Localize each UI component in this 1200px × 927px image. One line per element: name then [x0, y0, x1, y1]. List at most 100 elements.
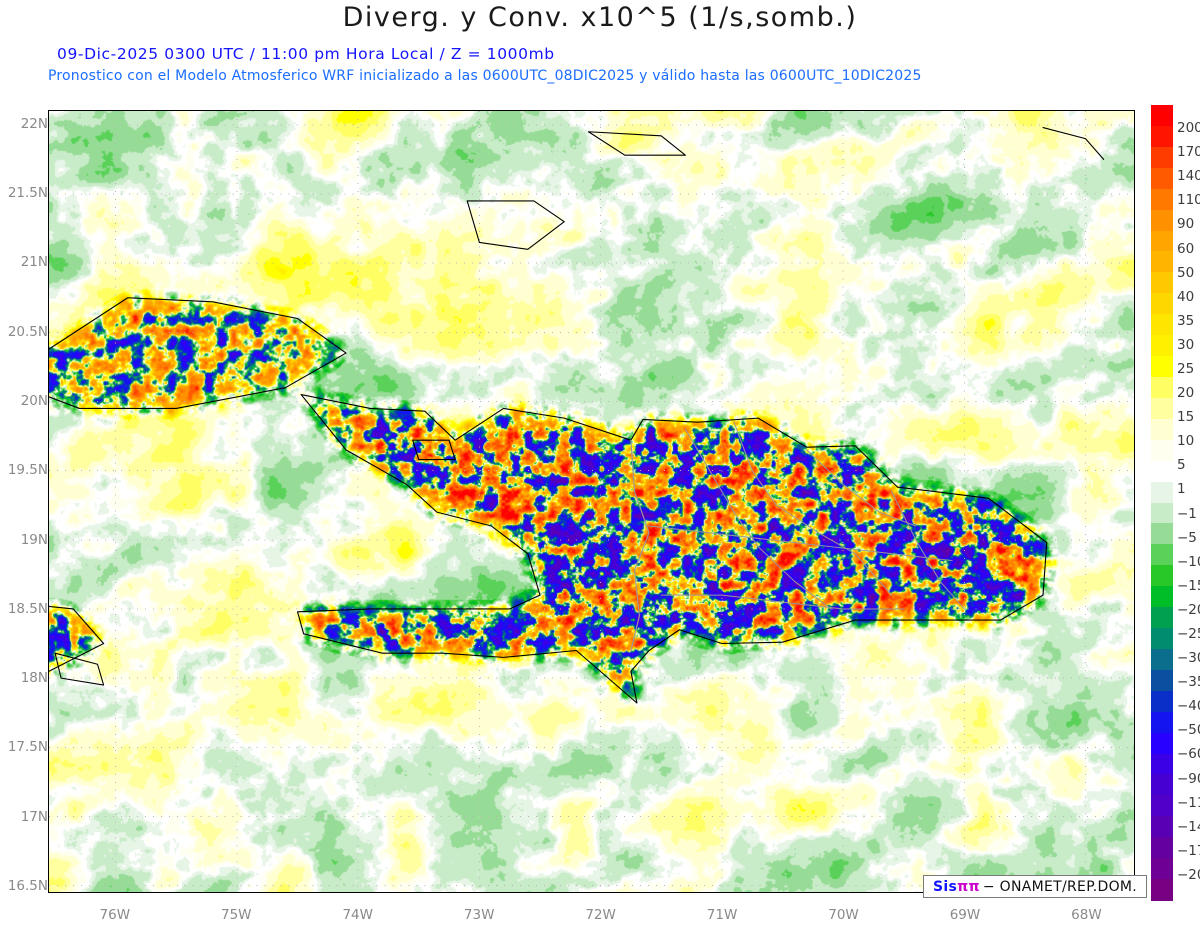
map-plot-area	[48, 110, 1135, 893]
colorbar-tick-label: 90	[1177, 216, 1195, 233]
colorbar-swatch	[1151, 648, 1173, 671]
colorbar-swatch	[1151, 376, 1173, 399]
colorbar-swatch	[1151, 816, 1173, 838]
colorbar-tick-label: 25	[1177, 361, 1195, 377]
colorbar-swatch	[1151, 230, 1173, 253]
colorbar-tick-label: 60	[1177, 240, 1195, 257]
colorbar-tick-label: 140	[1177, 168, 1200, 185]
brand-symbol-text: ππ	[957, 878, 980, 895]
colorbar-tick-label: −5	[1177, 529, 1197, 546]
attribution-badge: Sis ππ − ONAMET/REP.DOM.	[923, 875, 1148, 898]
y-axis-tick-label: 18N	[20, 670, 48, 687]
colorbar-swatch	[1151, 502, 1173, 525]
colorbar-tick-label: −170	[1177, 842, 1200, 859]
colorbar-tick-label: 50	[1177, 264, 1195, 281]
colorbar-swatch	[1151, 837, 1173, 859]
y-axis-tick-label: 21N	[20, 254, 48, 271]
model-info-line: Pronostico con el Modelo Atmosferico WRF…	[48, 68, 922, 84]
colorbar-swatch	[1151, 105, 1173, 127]
colorbar-swatch	[1151, 544, 1173, 566]
colorbar-swatch	[1151, 125, 1173, 148]
colorbar-swatch	[1151, 711, 1173, 734]
x-axis-tick-label: 74W	[342, 907, 373, 923]
y-axis-tick-label: 19.5N	[7, 462, 48, 479]
colorbar-swatch	[1151, 209, 1173, 232]
colorbar-swatch	[1151, 356, 1173, 378]
colorbar-tick-label: −30	[1177, 650, 1200, 667]
x-axis-tick-label: 73W	[463, 907, 495, 923]
colorbar-swatch	[1151, 586, 1173, 608]
colorbar-swatch	[1151, 481, 1173, 504]
y-axis-tick-label: 16.5N	[7, 878, 48, 895]
colorbar-tick-label: −15	[1177, 577, 1200, 594]
x-axis-tick-label: 69W	[949, 907, 981, 923]
colorbar-tick-label: −60	[1177, 746, 1200, 763]
colorbar-swatch	[1151, 774, 1173, 796]
colorbar-swatch	[1151, 146, 1173, 169]
colorbar-tick-label: −10	[1177, 553, 1200, 570]
colorbar-swatch	[1151, 418, 1173, 441]
colorbar-swatch	[1151, 565, 1173, 587]
y-axis-tick-label: 17.5N	[7, 739, 48, 756]
colorbar-tick-label: −110	[1177, 794, 1200, 811]
colorbar-tick-label: 5	[1177, 457, 1186, 474]
y-axis-tick-label: 17N	[20, 808, 48, 825]
colorbar-tick-label: 200	[1177, 120, 1200, 137]
y-axis-tick-label: 20.5N	[7, 323, 48, 340]
x-axis-tick-label: 72W	[585, 907, 616, 923]
page-title: Diverg. y Conv. x10^5 (1/s,somb.)	[342, 2, 858, 33]
x-axis-tick-label: 75W	[220, 907, 252, 923]
colorbar-swatch	[1151, 732, 1173, 755]
colorbar-swatch	[1151, 523, 1173, 545]
colorbar-swatch	[1151, 272, 1173, 294]
colorbar-tick-label: −1	[1177, 505, 1197, 522]
x-axis-tick-label: 68W	[1071, 907, 1102, 923]
colorbar-swatch	[1151, 188, 1173, 211]
divergence-shading-field	[49, 111, 1134, 892]
y-axis-tick-label: 22N	[20, 115, 48, 132]
colorbar-tick-label: 15	[1177, 409, 1195, 426]
colorbar-swatch	[1151, 251, 1173, 273]
colorbar-tick-label: 170	[1177, 144, 1200, 161]
colorbar-swatch	[1151, 439, 1173, 462]
colorbar-swatch	[1151, 858, 1173, 880]
colorbar-tick-label: 110	[1177, 192, 1200, 209]
colorbar-tick-label: 20	[1177, 385, 1195, 402]
colorbar-tick-label: −20	[1177, 601, 1200, 618]
colorbar-tick-label: 30	[1177, 336, 1195, 353]
colorbar-swatch	[1151, 335, 1173, 357]
x-axis-tick-label: 70W	[828, 907, 859, 923]
colorbar-tick-label: −35	[1177, 674, 1200, 691]
colorbar-swatch	[1151, 879, 1173, 901]
colorbar-swatch	[1151, 314, 1173, 336]
y-axis-tick-label: 18.5N	[7, 600, 48, 617]
colorbar-swatch	[1151, 795, 1173, 817]
x-axis-tick-label: 71W	[706, 907, 738, 923]
colorbar-swatch	[1151, 460, 1173, 483]
brand-prefix-text: Sis	[933, 878, 958, 895]
y-axis-tick-label: 19N	[20, 531, 48, 548]
colorbar-swatch	[1151, 293, 1173, 315]
colorbar-tick-label: −40	[1177, 698, 1200, 715]
y-axis-tick-label: 21.5N	[7, 185, 48, 202]
colorbar-swatch	[1151, 753, 1173, 776]
organization-text: − ONAMET/REP.DOM.	[982, 878, 1138, 895]
colorbar-tick-label: −25	[1177, 626, 1200, 642]
y-axis-tick-label: 20N	[20, 393, 48, 410]
colorbar-swatch	[1151, 607, 1173, 629]
colorbar-tick-label: 10	[1177, 433, 1195, 450]
x-axis-tick-label: 76W	[99, 907, 131, 923]
colorbar-tick-label: −200	[1177, 866, 1200, 883]
colorbar-swatch	[1151, 669, 1173, 692]
valid-time-line: 09-Dic-2025 0300 UTC / 11:00 pm Hora Loc…	[57, 45, 555, 63]
colorbar-swatch	[1151, 628, 1173, 650]
colorbar: 200 170 140 110 90 60 50 40 35 30 25 20 15 10 5 1 −1 −5 −1…	[1151, 105, 1200, 901]
colorbar-tick-label: −140	[1177, 818, 1200, 835]
colorbar-swatch	[1151, 690, 1173, 713]
colorbar-tick-label: 35	[1177, 312, 1195, 329]
colorbar-swatch	[1151, 397, 1173, 420]
colorbar-tick-label: −50	[1177, 722, 1200, 739]
colorbar-tick-label: 40	[1177, 288, 1195, 305]
colorbar-swatch	[1151, 167, 1173, 190]
